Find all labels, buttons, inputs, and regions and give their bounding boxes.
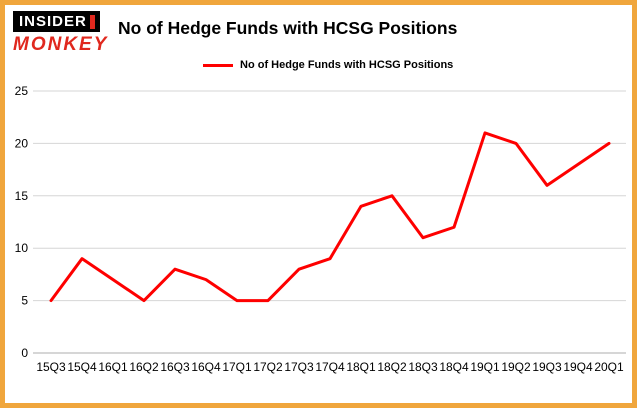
legend-line-swatch <box>203 63 233 67</box>
y-tick-label: 0 <box>21 346 28 360</box>
x-tick-label: 18Q2 <box>377 360 407 374</box>
logo-cursor-icon <box>89 14 95 29</box>
x-tick-label: 16Q1 <box>98 360 128 374</box>
x-axis-labels: 15Q3 15Q4 16Q1 16Q2 16Q3 16Q4 17Q1 17Q2 17Q3 17Q4… <box>36 360 624 374</box>
y-tick-label: 5 <box>21 294 28 308</box>
legend: No of Hedge Funds with HCSG Positions <box>203 59 453 71</box>
x-tick-label: 15Q3 <box>36 360 66 374</box>
y-tick-label: 10 <box>15 241 29 255</box>
legend-label: No of Hedge Funds with HCSG Positions <box>240 59 454 71</box>
insider-monkey-logo: INSIDER MONKEY <box>13 11 123 59</box>
y-tick-label: 25 <box>15 84 29 98</box>
x-tick-label: 17Q3 <box>284 360 314 374</box>
gridlines <box>33 90 626 354</box>
x-tick-label: 17Q2 <box>253 360 283 374</box>
x-tick-label: 20Q1 <box>594 360 624 374</box>
x-tick-label: 19Q4 <box>563 360 593 374</box>
logo-insider-text: INSIDER <box>13 11 100 32</box>
x-tick-label: 18Q4 <box>439 360 469 374</box>
chart-title: No of Hedge Funds with HCSG Positions <box>118 18 458 38</box>
logo-monkey-text: MONKEY <box>13 34 109 55</box>
hedge-funds-line <box>49 131 611 303</box>
y-tick-label: 20 <box>15 136 29 150</box>
x-tick-label: 18Q3 <box>408 360 438 374</box>
x-tick-label: 16Q3 <box>160 360 190 374</box>
x-tick-label: 18Q1 <box>346 360 376 374</box>
x-tick-label: 19Q2 <box>501 360 531 374</box>
x-tick-label: 17Q1 <box>222 360 252 374</box>
logo-insider-label: INSIDER <box>19 13 87 30</box>
x-tick-label: 16Q2 <box>129 360 159 374</box>
y-tick-label: 15 <box>15 189 29 203</box>
x-tick-label: 16Q4 <box>191 360 221 374</box>
x-tick-label: 19Q1 <box>470 360 500 374</box>
y-axis-labels: 0 5 10 15 20 25 <box>15 84 29 360</box>
x-tick-label: 15Q4 <box>67 360 97 374</box>
x-tick-label: 17Q4 <box>315 360 345 374</box>
x-tick-label: 19Q3 <box>532 360 562 374</box>
